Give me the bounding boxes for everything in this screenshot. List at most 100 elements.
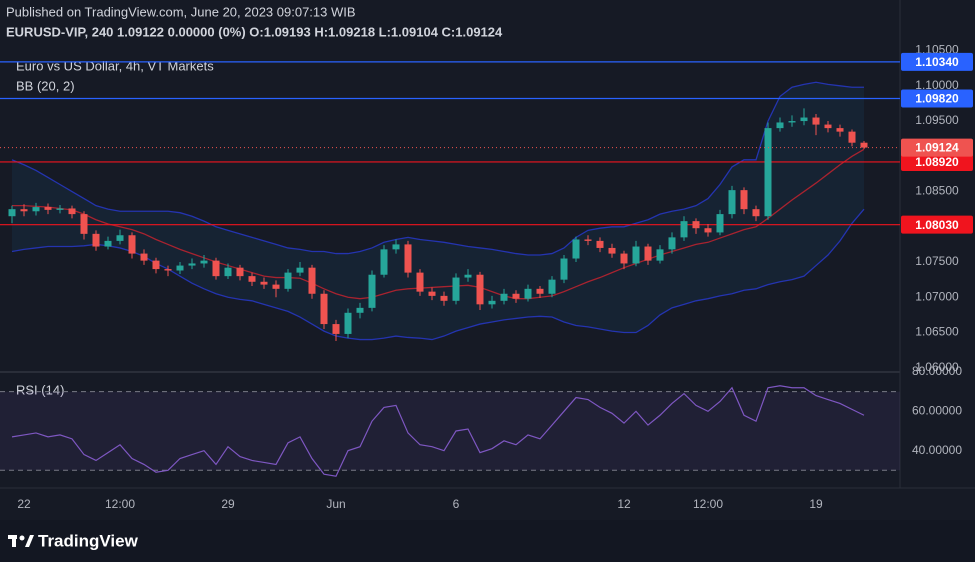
y-tick-label: 1.07500 — [915, 254, 959, 268]
candle-body — [128, 235, 136, 254]
candle-body — [332, 324, 340, 334]
price-label: 1.10340 — [915, 55, 959, 69]
candle-body — [200, 260, 208, 264]
bb-upper-line — [11, 81, 864, 256]
price-label: 1.08030 — [915, 218, 959, 232]
candle-body — [524, 288, 532, 299]
candle-body — [824, 124, 832, 129]
candle-body — [56, 208, 64, 210]
candle-body — [80, 214, 88, 234]
candle-body — [764, 128, 772, 217]
candle-body — [644, 246, 652, 261]
candle-body — [92, 233, 100, 247]
candle-body — [752, 209, 760, 217]
rsi-pane — [0, 385, 900, 477]
candle-body — [560, 258, 568, 280]
candle-body — [740, 190, 748, 210]
candle-body — [176, 265, 184, 271]
candle-body — [188, 263, 196, 266]
logo-icon — [8, 535, 34, 547]
x-tick-label: 12 — [617, 497, 631, 511]
candle-body — [164, 269, 172, 271]
x-tick-label: 12:00 — [105, 497, 135, 511]
candle-body — [704, 228, 712, 233]
rsi-label: RSI (14) — [16, 382, 64, 397]
candle-body — [344, 312, 352, 334]
indicator-label: BB (20, 2) — [16, 78, 75, 93]
x-tick-label: 6 — [453, 497, 460, 511]
candle-body — [464, 274, 472, 278]
price-label-box — [901, 215, 973, 234]
symbol-line: EURUSD-VIP, 240 1.09122 0.00000 (0%) O:1… — [6, 24, 503, 39]
candle-body — [656, 249, 664, 261]
footer-bar — [0, 520, 975, 562]
candle-body — [272, 284, 280, 289]
bb-middle-line — [12, 148, 865, 300]
price-label-box — [901, 152, 973, 171]
rsi-line — [11, 385, 865, 477]
candle-body — [356, 307, 364, 313]
axes: 1.06000 1.06500 1.07000 1.07500 1.08500 1.095… — [17, 43, 973, 511]
rsi-tick-label: 60.00000 — [912, 403, 962, 417]
candle-body — [608, 247, 616, 254]
candle-body — [104, 240, 112, 247]
candle-body — [788, 121, 796, 123]
candle-body — [68, 208, 76, 215]
candle-body — [548, 279, 556, 294]
candle-body — [860, 142, 868, 148]
candle-body — [284, 272, 292, 289]
candle-body — [212, 260, 220, 277]
candle-body — [116, 235, 124, 241]
rsi-band — [0, 391, 900, 471]
price-pane — [0, 61, 900, 341]
candle-body — [152, 260, 160, 270]
x-tick-label: Jun — [326, 497, 345, 511]
price-label: 1.09124 — [915, 141, 959, 155]
candle-body — [596, 240, 604, 248]
candle-body — [836, 128, 844, 132]
y-tick-label: 1.06500 — [915, 325, 959, 339]
candle-body — [536, 288, 544, 294]
price-label-box — [901, 52, 973, 71]
x-tick-label: 22 — [17, 497, 31, 511]
candle-body — [512, 293, 520, 299]
x-tick-label: 29 — [221, 497, 235, 511]
candle-body — [680, 221, 688, 238]
y-tick-label: 1.08500 — [915, 184, 959, 198]
candle-body — [236, 267, 244, 277]
candle-body — [452, 277, 460, 301]
candle-body — [260, 281, 268, 285]
candle-body — [572, 239, 580, 259]
y-tick-label: 1.07000 — [915, 289, 959, 303]
y-tick-label: 1.09500 — [915, 113, 959, 127]
candle-body — [776, 122, 784, 129]
candle-body — [32, 207, 40, 212]
candle-body — [728, 190, 736, 215]
rsi-tick-label: 80.00000 — [912, 364, 962, 378]
candle-body — [404, 244, 412, 273]
candle-body — [392, 244, 400, 250]
candle-body — [428, 291, 436, 296]
candle-body — [140, 253, 148, 261]
candle-body — [716, 214, 724, 233]
published-line: Published on TradingView.com, June 20, 2… — [6, 4, 356, 19]
price-label-box — [901, 138, 973, 157]
x-tick-label: 19 — [809, 497, 823, 511]
candle-body — [368, 274, 376, 308]
candle-body — [584, 239, 592, 241]
candle-body — [224, 267, 232, 277]
y-tick-label: 1.10000 — [915, 78, 959, 92]
price-label-box — [901, 89, 973, 108]
candle-body — [488, 300, 496, 305]
brand: TradingView — [38, 531, 139, 550]
candle-body — [812, 117, 820, 125]
candle-body — [20, 209, 28, 212]
rsi-tick-label: 40.00000 — [912, 443, 962, 457]
candle-body — [248, 276, 256, 282]
y-tick-label: 1.06000 — [915, 360, 959, 374]
price-label: 1.09820 — [915, 92, 959, 106]
candle-body — [440, 295, 448, 301]
chart-title: Euro vs US Dollar, 4h, VT Markets — [16, 58, 214, 73]
